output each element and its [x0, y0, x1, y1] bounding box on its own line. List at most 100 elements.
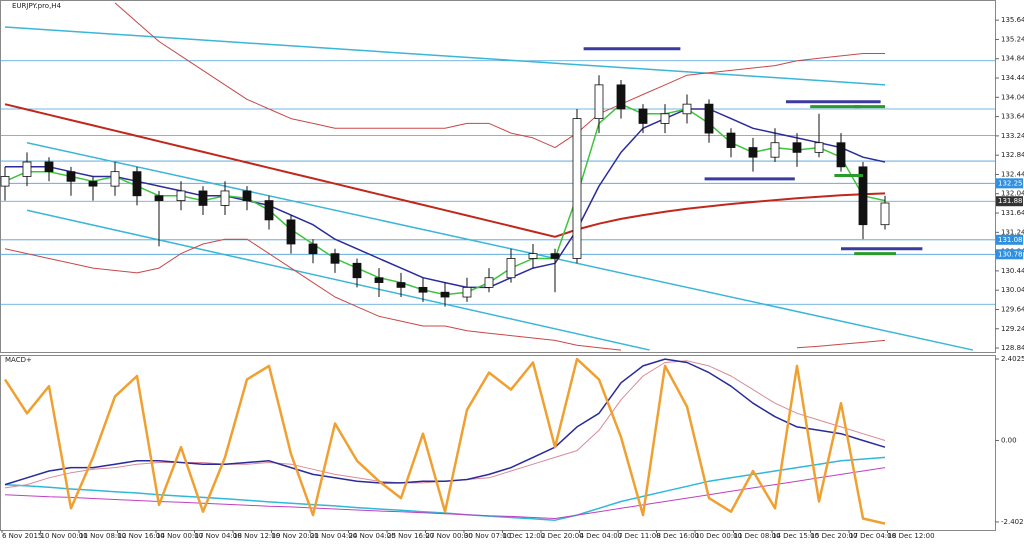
y-tick-label: 129.642 [1001, 305, 1024, 313]
candle-body [110, 171, 120, 187]
x-tick-label: 11 Dec 08:00 [734, 532, 781, 540]
candle-body [814, 142, 824, 153]
x-tick-label: 18 Dec 12:00 [888, 532, 935, 540]
x-tick-label: 4 Dec 04:00 [580, 532, 623, 540]
candle-body [682, 103, 692, 115]
y-tick-label: 134.842 [1001, 55, 1024, 63]
candle-body [484, 277, 494, 288]
candle-body [352, 262, 362, 279]
y-tick-label: 135.242 [1001, 35, 1024, 43]
series-line [4, 238, 886, 351]
y-tick-label: 0.00 [1001, 436, 1017, 444]
candle-body [264, 200, 274, 221]
x-tick-label: 10 Dec 00:00 [695, 532, 742, 540]
y-tick-label: 135.642 [1001, 16, 1024, 24]
x-tick-label: 2 Dec 20:00 [541, 532, 584, 540]
x-tick-label: 25 Nov 16:00 [387, 532, 434, 540]
candle-body [374, 277, 384, 283]
candle-body [550, 253, 560, 259]
candle-body [836, 142, 846, 168]
series-line [4, 103, 886, 238]
trend-line [26, 141, 974, 351]
candle-body [616, 84, 626, 110]
candle-body [198, 190, 208, 206]
candle-body [418, 286, 428, 293]
x-tick-label: 6 Nov 2015 [2, 532, 42, 540]
candle-body [286, 219, 296, 245]
candle-body [704, 103, 714, 134]
candle-body [440, 291, 450, 298]
candle-body [22, 161, 32, 177]
x-tick-label: 18 Nov 12:00 [233, 532, 280, 540]
x-tick-label: 1 Dec 12:00 [503, 532, 546, 540]
candle-body [88, 180, 98, 187]
price-tag [996, 178, 1023, 189]
candle-body [528, 253, 538, 259]
candle-body [176, 190, 186, 201]
panel-title: MACD+ [5, 356, 32, 364]
y-tick-label: -2.4025 [1001, 518, 1024, 526]
macd-frame [0, 355, 996, 531]
y-tick-label: 132.042 [1001, 190, 1024, 198]
y-tick-label: 129.242 [1001, 325, 1024, 333]
price-tag [996, 234, 1023, 245]
candle-body [154, 195, 164, 201]
x-tick-label: 19 Nov 20:00 [272, 532, 319, 540]
y-tick-label: 130.042 [1001, 286, 1024, 294]
trend-line [4, 26, 886, 86]
y-tick-label: 131.642 [1001, 209, 1024, 217]
x-tick-label: 21 Nov 04:00 [310, 532, 357, 540]
y-tick-label: 132.842 [1001, 151, 1024, 159]
candle-body [220, 190, 230, 206]
price-tag-label: 132.258 [998, 179, 1024, 187]
candle-body [506, 258, 516, 279]
x-tick-label: 17 Dec 04:00 [849, 532, 896, 540]
x-tick-label: 24 Nov 04:00 [349, 532, 396, 540]
candle-body [770, 142, 780, 158]
y-tick-label: 2.4025 [1001, 355, 1024, 363]
x-tick-label: 27 Nov 00:00 [426, 532, 473, 540]
candle-body [132, 171, 142, 197]
price-tag-label: 130.786 [998, 250, 1024, 258]
y-tick-label: 130.442 [1001, 267, 1024, 275]
series-line [114, 2, 885, 149]
candle-body [66, 171, 76, 182]
candle-body [462, 286, 472, 298]
candle-body [638, 108, 648, 124]
y-tick-label: 133.242 [1001, 132, 1024, 140]
x-tick-label: 14 Dec 15:00 [772, 532, 819, 540]
candle-body [330, 253, 340, 264]
x-tick-label: 14 Nov 00:00 [156, 532, 203, 540]
y-tick-label: 131.242 [1001, 228, 1024, 236]
series-line [4, 456, 886, 521]
price-plot [0, 2, 995, 351]
x-tick-label: 11 Nov 08:00 [79, 532, 126, 540]
candle-body [792, 142, 802, 153]
candle-body [308, 243, 318, 255]
macd-plot [3, 357, 886, 525]
y-tick-label: 134.042 [1001, 93, 1024, 101]
candle-body [858, 166, 868, 226]
x-tick-label: 12 Nov 16:00 [118, 532, 165, 540]
series-line [4, 467, 886, 519]
x-tick-label: 15 Dec 20:00 [811, 532, 858, 540]
x-tick-label: 10 Nov 00:00 [41, 532, 88, 540]
y-tick-label: 132.442 [1001, 170, 1024, 178]
y-tick-label: 128.842 [1001, 344, 1024, 352]
candle-body [242, 190, 252, 201]
y-tick-label: 134.442 [1001, 74, 1024, 82]
y-tick-label: 133.642 [1001, 113, 1024, 121]
price-tag-label: 131.887 [998, 197, 1024, 205]
candle-body [726, 132, 736, 148]
price-frame [0, 0, 996, 353]
candle-body [748, 147, 758, 158]
candle-body [0, 176, 10, 187]
price-tag [996, 249, 1023, 260]
candle-body [594, 84, 604, 120]
x-tick-label: 7 Dec 11:00 [618, 532, 661, 540]
candle-body [44, 161, 54, 173]
price-tag [996, 196, 1023, 207]
candle-body [396, 282, 406, 288]
chart-title: EURJPY.pro,H4 [12, 2, 62, 10]
